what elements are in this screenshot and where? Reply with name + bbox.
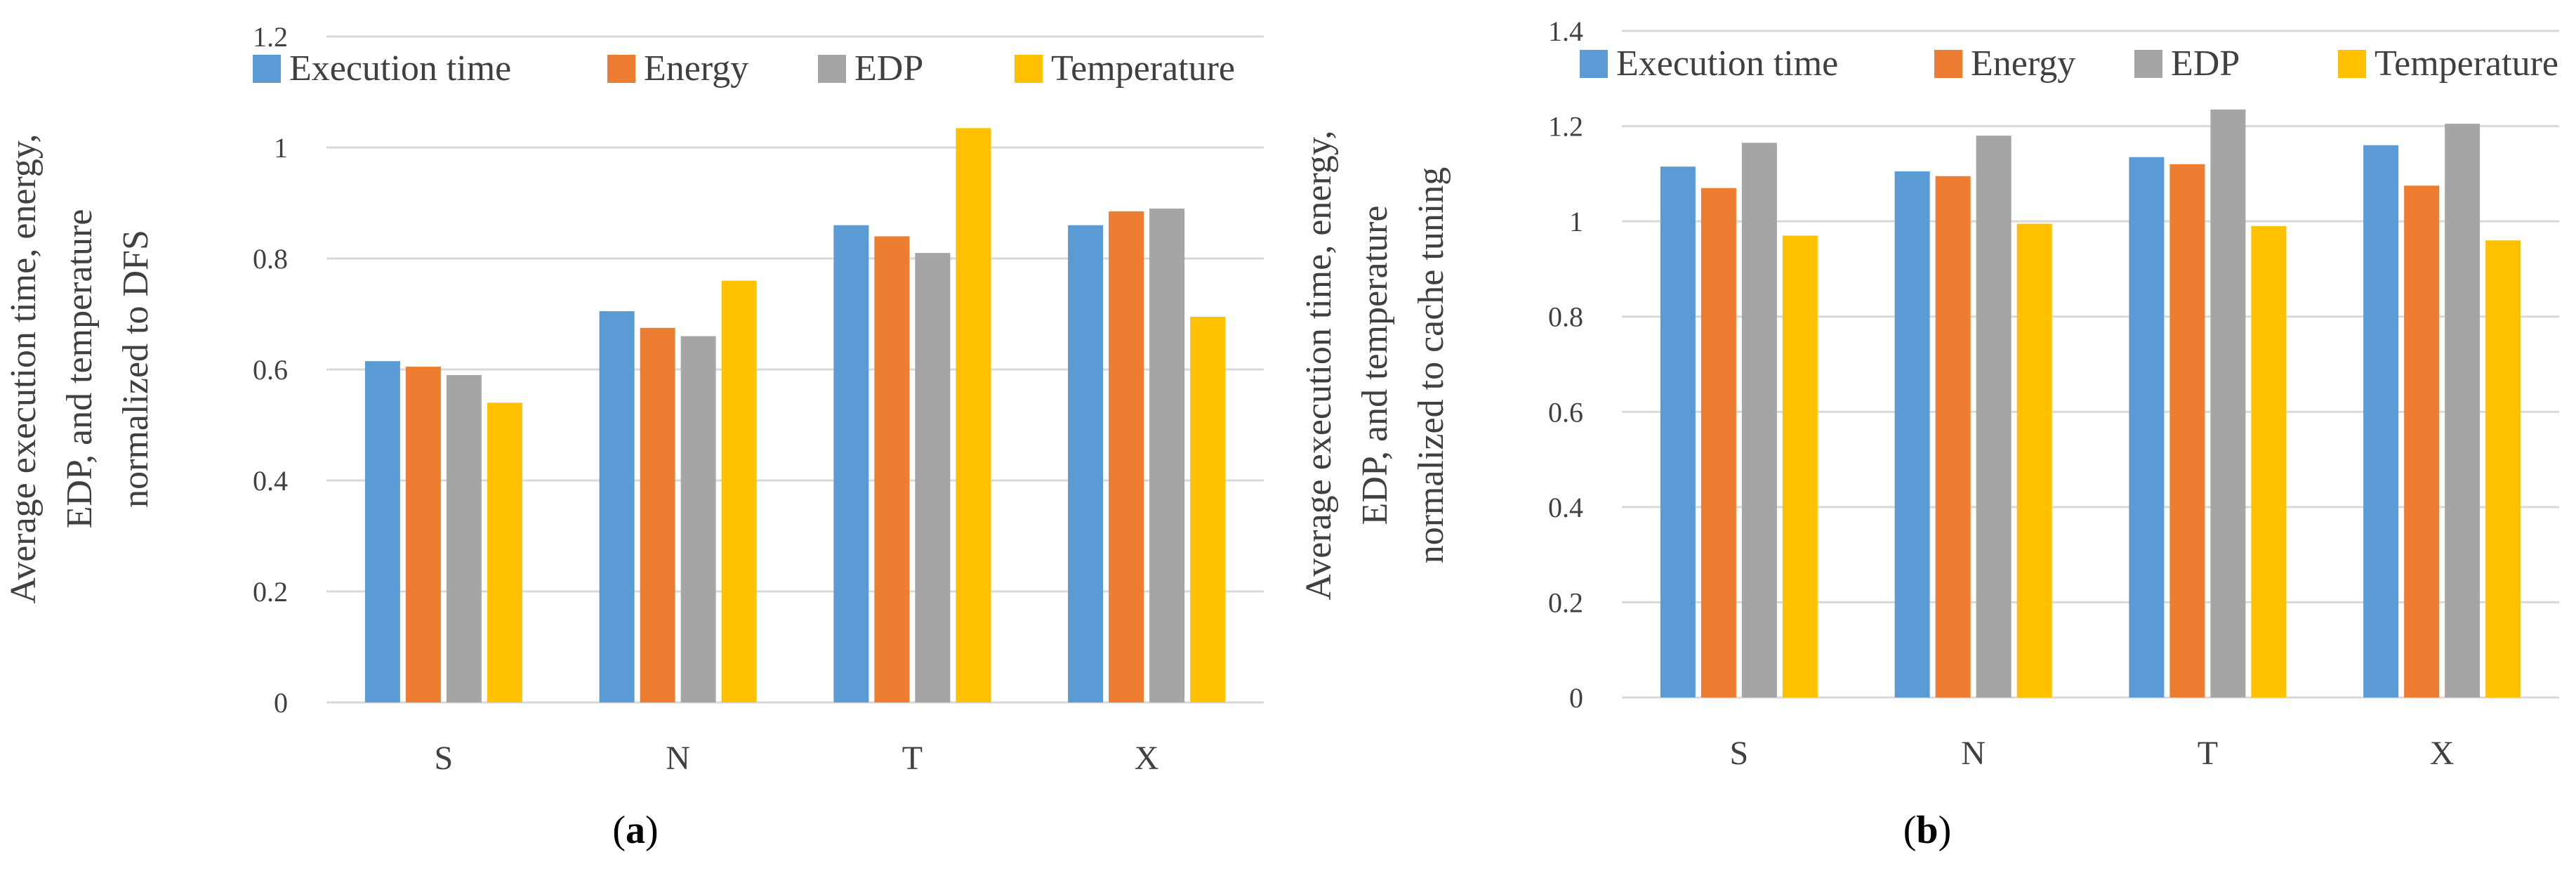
bar-edp-x <box>1149 208 1185 702</box>
y-axis-label-line: Average execution time, energy, <box>1299 131 1339 601</box>
bar-edp-s <box>1741 143 1777 698</box>
legend-label: Execution time <box>1616 44 1838 84</box>
bar-temperature-n <box>721 280 757 703</box>
bar-temperature-x <box>2485 240 2521 698</box>
y-tick-label: 0 <box>274 687 288 719</box>
legend-label: Temperature <box>2374 44 2558 84</box>
y-tick-label: 1.4 <box>1548 15 1583 47</box>
legend-swatch <box>1015 55 1043 83</box>
caption-open-paren: ( <box>1903 808 1917 852</box>
bar-execution-time-n <box>599 311 635 702</box>
bar-execution-time-n <box>1894 171 1930 698</box>
y-axis-label-line: EDP, and temperature <box>1355 206 1395 525</box>
bar-energy-x <box>2404 185 2440 698</box>
bar-temperature-t <box>956 128 991 703</box>
legend-label: Temperature <box>1051 48 1235 89</box>
legend-swatch <box>2338 50 2366 78</box>
y-tick-label: 0.6 <box>253 354 288 386</box>
bar-edp-s <box>446 374 482 702</box>
bar-energy-s <box>1700 188 1736 698</box>
x-category-label: X <box>1135 740 1159 777</box>
bar-execution-time-x <box>2363 145 2399 698</box>
bar-execution-time-t <box>833 225 869 703</box>
y-tick-label: 0.4 <box>1548 492 1583 523</box>
bar-temperature-n <box>2016 223 2052 698</box>
panel-caption: (a) <box>612 808 658 852</box>
bar-energy-n <box>1935 176 1971 698</box>
y-tick-label: 0.8 <box>1548 301 1583 333</box>
legend-label: Energy <box>1971 44 2075 84</box>
bar-edp-t <box>2210 109 2246 698</box>
chart-a: 0 0.2 0.4 0.6 0.8 1 1.2 S N T X Execution time Energ… <box>4 21 1264 852</box>
bar-execution-time-s <box>364 361 400 702</box>
x-category-label: S <box>1730 735 1749 772</box>
bar-edp-x <box>2445 124 2481 698</box>
y-tick-label: 0.2 <box>253 576 288 608</box>
x-category-label: N <box>1961 735 1986 772</box>
y-tick-label: 0.4 <box>253 465 288 497</box>
bar-execution-time-s <box>1660 166 1696 698</box>
x-category-label: X <box>2430 735 2455 772</box>
bar-energy-x <box>1109 211 1144 703</box>
x-category-label: S <box>435 740 454 777</box>
y-tick-label: 0.8 <box>253 243 288 275</box>
bar-edp-n <box>680 336 716 703</box>
y-axis-label-line: normalized to cache tuning <box>1411 167 1451 564</box>
y-axis-label-line: Average execution time, energy, <box>4 134 44 604</box>
bar-energy-t <box>2169 164 2205 698</box>
y-tick-label: 0.2 <box>1548 587 1583 618</box>
bar-edp-n <box>1976 136 2012 698</box>
x-category-label: T <box>2198 735 2218 772</box>
legend-swatch <box>253 55 281 83</box>
y-tick-label: 0 <box>1569 682 1583 714</box>
legend-swatch <box>1934 50 1962 78</box>
caption-letter: b <box>1916 808 1938 852</box>
legend-swatch <box>607 55 635 83</box>
caption-close-paren: ) <box>645 808 659 852</box>
bar-execution-time-t <box>2129 157 2165 698</box>
y-tick-label: 0.6 <box>1548 396 1583 428</box>
y-tick-label: 1 <box>1569 206 1583 237</box>
legend-label: Energy <box>644 48 748 89</box>
bar-energy-n <box>640 327 675 702</box>
caption-open-paren: ( <box>612 808 626 852</box>
bar-temperature-s <box>1782 235 1818 698</box>
x-category-label: T <box>902 740 923 777</box>
bar-energy-t <box>874 236 910 702</box>
bar-temperature-t <box>2251 225 2287 698</box>
y-tick-label: 1.2 <box>1548 111 1583 143</box>
bar-edp-t <box>915 253 951 703</box>
legend-swatch <box>2134 50 2162 78</box>
bar-execution-time-x <box>1068 225 1104 703</box>
panel-caption: (b) <box>1903 808 1951 852</box>
y-tick-label: 1 <box>274 132 288 164</box>
caption-letter: a <box>626 808 645 852</box>
chart-b: 0 0.2 0.4 0.6 0.8 1 1.2 1.4 S N T X Execution time En… <box>1299 15 2559 852</box>
bar-temperature-x <box>1190 316 1226 702</box>
legend-label: Execution time <box>289 48 511 89</box>
y-tick-label: 1.2 <box>253 21 288 53</box>
caption-close-paren: ) <box>1938 808 1952 852</box>
y-axis-label-line: normalized to DFS <box>116 230 156 508</box>
legend-swatch <box>818 55 846 83</box>
legend-label: EDP <box>854 48 923 89</box>
bar-energy-s <box>405 367 441 702</box>
legend-label: EDP <box>2171 44 2240 84</box>
bar-temperature-s <box>487 402 522 702</box>
y-axis-label-line: EDP, and temperature <box>60 209 100 529</box>
x-category-label: N <box>666 740 690 777</box>
legend-swatch <box>1580 50 1608 78</box>
